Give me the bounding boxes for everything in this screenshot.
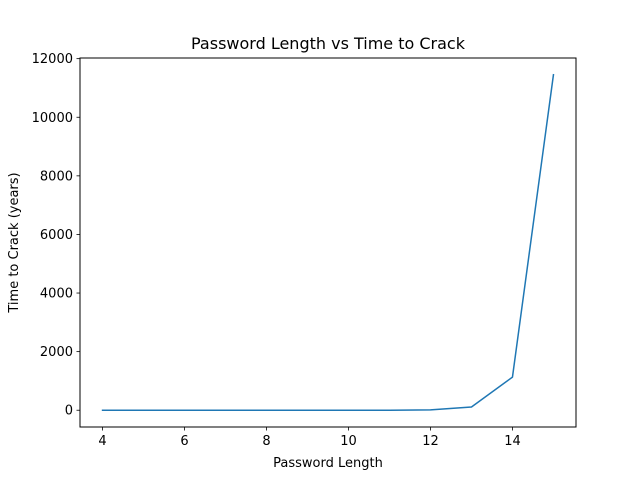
x-axis-label: Password Length <box>273 456 383 471</box>
y-tick-label: 10000 <box>32 111 73 126</box>
y-axis-label: Time to Crack (years) <box>7 172 22 313</box>
y-tick-label: 6000 <box>40 228 73 243</box>
x-tick-label: 4 <box>98 434 106 449</box>
plot-frame <box>79 57 577 428</box>
y-tick-label: 12000 <box>32 52 73 67</box>
x-tick-label: 6 <box>180 434 188 449</box>
plot-area <box>80 58 576 427</box>
x-tick-label: 12 <box>422 434 439 449</box>
x-tick-label: 10 <box>340 434 357 449</box>
x-tick-label: 14 <box>504 434 521 449</box>
y-tick-label: 0 <box>65 404 73 419</box>
y-tick-label: 2000 <box>40 345 73 360</box>
y-tick-label: 4000 <box>40 287 73 302</box>
chart-title: Password Length vs Time to Crack <box>191 34 466 53</box>
series-layer <box>101 73 555 411</box>
y-tick-label: 8000 <box>40 169 73 184</box>
series-line <box>101 73 555 411</box>
x-tick-label: 8 <box>262 434 270 449</box>
x-axis-ticks: 4 6 8 10 12 14 <box>98 427 521 449</box>
y-axis-ticks: 0 2000 4000 6000 8000 10000 12000 <box>32 52 80 419</box>
